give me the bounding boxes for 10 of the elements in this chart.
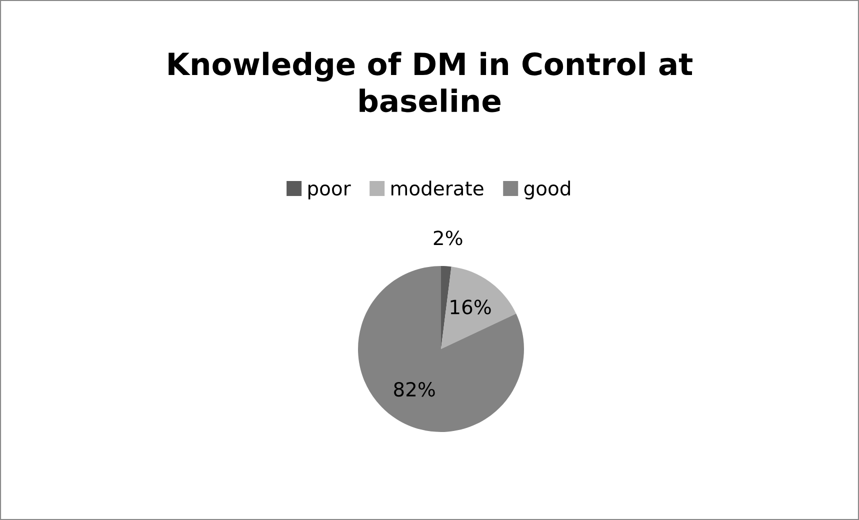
chart-title: Knowledge of DM in Control at baseline bbox=[168, 52, 692, 112]
data-label: 2% bbox=[434, 230, 462, 246]
pie-slice bbox=[358, 266, 524, 432]
data-label: 82% bbox=[394, 382, 435, 397]
data-label: 16% bbox=[450, 300, 491, 314]
legend-label: poor bbox=[308, 184, 351, 200]
pie-slice bbox=[441, 266, 516, 349]
legend-label: good bbox=[524, 180, 570, 200]
legend-label: moderate bbox=[391, 180, 484, 196]
pie-slice bbox=[441, 266, 452, 349]
